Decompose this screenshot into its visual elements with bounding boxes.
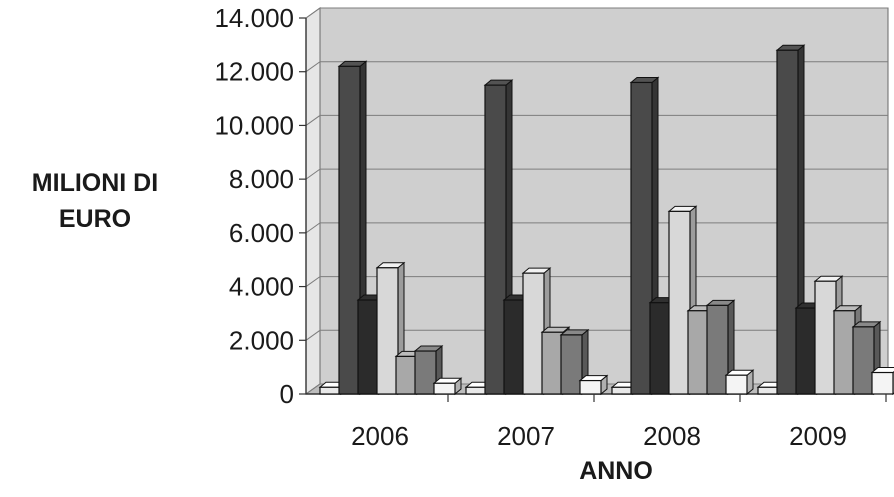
bar	[852, 326, 875, 395]
gridline	[305, 222, 888, 234]
bar	[630, 81, 653, 395]
bar	[395, 355, 418, 395]
bar	[795, 307, 818, 395]
y-tick-label: 4.000	[229, 272, 294, 302]
y-tick-label: 0	[280, 379, 294, 409]
bar	[541, 331, 564, 395]
bar	[579, 379, 602, 395]
bar	[376, 267, 399, 395]
x-tick-label: 2008	[643, 421, 701, 451]
y-tick-label: 6.000	[229, 218, 294, 248]
bar	[357, 299, 380, 395]
y-axis-label: MILIONI DI EURO	[0, 165, 190, 237]
y-axis-label-line-1: MILIONI DI	[31, 169, 159, 197]
y-tick-label: 14.000	[214, 3, 294, 33]
bar	[560, 334, 583, 395]
bar	[776, 49, 799, 395]
y-tick-label: 2.000	[229, 325, 294, 355]
bar	[687, 310, 710, 395]
gridline	[305, 7, 888, 19]
y-tick-label: 8.000	[229, 164, 294, 194]
bar	[484, 84, 507, 395]
bar	[706, 304, 729, 395]
x-tick-label: 2009	[789, 421, 847, 451]
x-tick-label: 2006	[351, 421, 409, 451]
y-axis-label-line-2: EURO	[58, 205, 132, 233]
bar	[649, 302, 672, 395]
bar	[668, 210, 691, 395]
y-tick-label: 12.000	[214, 57, 294, 87]
bar	[338, 65, 361, 395]
bar	[503, 299, 526, 395]
gridline	[305, 276, 888, 287]
x-tick-label: 2007	[497, 421, 555, 451]
bar	[871, 371, 894, 395]
y-tick-label: 10.000	[214, 110, 294, 140]
bar	[757, 386, 780, 395]
bar	[814, 280, 837, 395]
bar	[833, 310, 856, 395]
bar	[611, 386, 634, 395]
bar	[465, 386, 488, 395]
plot-side-wall	[305, 7, 321, 395]
gridline	[305, 61, 888, 73]
bar	[319, 386, 342, 395]
bar	[414, 350, 437, 395]
gridline	[305, 168, 888, 180]
bar	[433, 382, 456, 395]
x-axis-label: ANNO	[579, 457, 653, 485]
gridline	[305, 114, 888, 126]
bar	[725, 374, 748, 395]
bar	[522, 272, 545, 395]
